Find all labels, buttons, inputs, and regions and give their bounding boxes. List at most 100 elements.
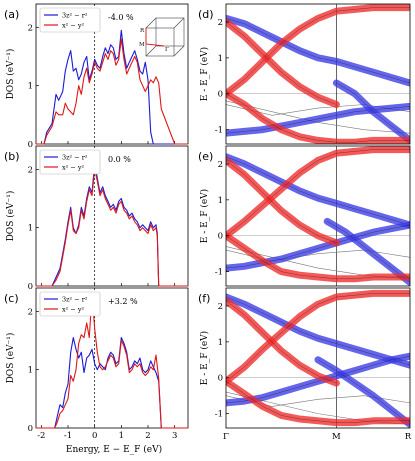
panel-label: (f) [198,292,210,305]
band-plot-area [226,288,410,428]
k-point-label: R [405,432,412,442]
cube-edge [173,17,185,29]
band-centerline [226,93,410,143]
legend: 3z² − r² x² − y² [39,7,101,33]
band-centerline [226,156,410,226]
y-tick-label: -1 [215,410,223,420]
k-point-label: Γ [223,432,229,442]
band-centerline [226,7,410,94]
x-tick-label: 1 [119,431,124,441]
dos-panel-0: 0 1 2 3z² − r² x² − y² -4.0 % (a) DOS (eV⁻¹) [4,3,189,150]
band-centerline [226,235,410,279]
k-path [145,28,165,47]
panel-label: (b) [4,150,20,163]
y-tick-label: 0 [218,374,223,384]
fat-band-red [226,18,340,108]
y-tick-label: 1 [218,196,223,206]
panel-label: (e) [198,150,213,163]
cube-edge [173,45,185,57]
legend: 3z² − r² x² − y² [39,291,101,317]
band-frame [225,145,411,287]
y-tick-label: 1 [218,54,223,64]
x-tick-label: -1 [64,431,72,441]
y-tick-label: 0 [218,232,223,242]
fat-band-red [226,4,410,98]
y-tick-label: 1 [28,224,33,234]
brillouin-zone-inset: R M Γ [139,17,185,57]
dos-x-axis-label: Energy, E − E_F (eV) [66,444,162,455]
x-tick-label: 2 [145,431,150,441]
cube-back [155,17,185,47]
band-centerline [226,381,410,423]
y-tick-label: 1 [28,82,33,92]
dos-frame [35,287,189,429]
band-centerline [336,82,410,141]
band-frame [225,3,411,145]
band-panel-2: -1 0 1 2 Γ M R (f) E - E_F (eV) [198,287,412,442]
y-tick-label: 1 [218,338,223,348]
band-centerline [317,359,410,425]
inset-label-r: R [140,28,145,34]
strain-annotation: +3.2 % [108,297,138,306]
band-centerline [226,149,410,236]
dos-frame [35,3,189,145]
dos-panels: 0 1 2 3z² − r² x² − y² -4.0 % (a) DOS (eV⁻¹) 0 1 2… [4,3,189,441]
dos-line-red [36,168,188,287]
band-centerline [226,160,337,244]
inset-label-gamma: Γ [165,47,169,53]
dos-y-axis-label: DOS (eV⁻¹) [5,191,16,242]
fat-band-red [226,146,410,240]
y-tick-label: 0 [28,424,33,434]
band-centerline [226,300,337,384]
dos-frame [35,145,189,287]
band-panel-0: -1 0 1 2 (d) E - E_F (eV) [198,3,411,145]
band-panels: -1 0 1 2 (d) E - E_F (eV) -1 0 1 2 (e) E - E_F (eV)… [198,3,412,442]
panel-label: (c) [4,292,19,305]
legend-box [39,291,101,317]
y-tick-label: 2 [218,18,223,28]
band-centerline [226,18,410,84]
cube-edge [145,17,157,29]
y-tick-label: 0 [28,140,33,150]
y-tick-label: 2 [28,23,33,33]
y-tick-label: -1 [215,268,223,278]
dos-line-blue [36,337,188,429]
band-panel-1: -1 0 1 2 (e) E - E_F (eV) [198,145,411,287]
band-frame [225,287,411,429]
dos-panel-1: 0 1 2 3z² − r² x² − y² 0.0 % (b) DOS (eV⁻¹) [4,145,189,292]
legend-box [39,149,101,175]
k-point-label: M [332,432,341,442]
legend-label-red: x² − y² [62,306,85,314]
band-plot-area [226,146,410,286]
x-tick-label: -2 [37,431,45,441]
y-tick-label: 2 [218,160,223,170]
y-tick-label: 1 [28,366,33,376]
panel-label: (d) [198,8,214,21]
band-y-axis-label: E - E_F (eV) [199,47,210,101]
y-tick-label: 2 [28,307,33,317]
x-tick-label: 3 [172,431,177,441]
dos-y-axis-label: DOS (eV⁻¹) [5,333,16,384]
inset-label-m: M [139,42,145,48]
y-tick-label: 0 [28,282,33,292]
legend-box [39,7,101,33]
band-centerline [226,296,410,366]
band-plot-area [226,4,410,144]
legend-label-blue: 3z² − r² [62,12,88,20]
band-centerline [226,293,410,382]
band-centerline [226,224,410,269]
dos-line-red [36,293,188,429]
legend-label-red: x² − y² [62,22,85,30]
cube-edge [145,45,157,57]
band-y-axis-label: E - E_F (eV) [199,331,210,385]
dos-y-axis-label: DOS (eV⁻¹) [5,49,16,100]
y-tick-label: 2 [28,165,33,175]
strain-annotation: -4.0 % [108,13,134,22]
y-tick-label: 0 [218,90,223,100]
legend-label-blue: 3z² − r² [62,296,88,304]
y-tick-label: 2 [218,302,223,312]
dos-line-blue [36,162,188,287]
dos-panel-2: 0 1 2 -2 -1 0 1 2 3 3z² − r² x² − y² +3.2 % (c) DOS (… [4,287,189,441]
strain-annotation: 0.0 % [108,155,131,164]
